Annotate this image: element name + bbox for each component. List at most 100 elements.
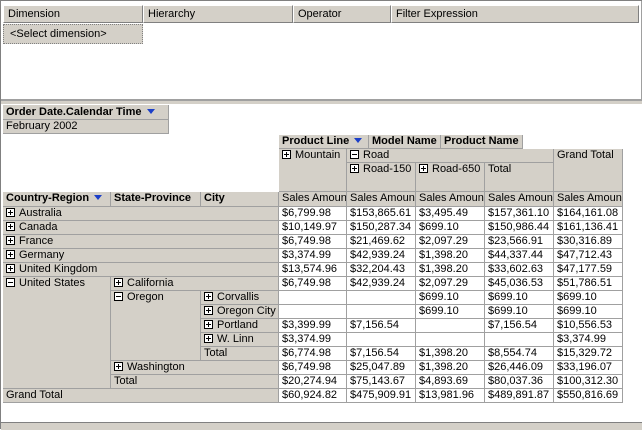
- measure-header: Sales Amount: [416, 192, 485, 207]
- row-field-text: State-Province: [114, 192, 192, 204]
- data-cell: $6,749.98: [279, 235, 347, 249]
- data-cell: $150,287.34: [347, 221, 416, 235]
- row-member-text: Total: [114, 375, 138, 387]
- data-cell: $4,893.69: [416, 375, 485, 389]
- dropdown-arrow[interactable]: [94, 195, 103, 200]
- row-member-text: Corvallis: [217, 291, 260, 303]
- expand-icon[interactable]: [114, 362, 123, 371]
- measure-header-text: Sales Amount: [419, 192, 485, 204]
- data-cell: $699.10: [416, 291, 485, 305]
- row-member[interactable]: Canada: [3, 221, 279, 235]
- measure-header: Sales Amount: [347, 192, 416, 207]
- data-cell-text: $6,749.98: [282, 361, 331, 373]
- row-member[interactable]: Oregon: [111, 291, 201, 361]
- data-cell-text: $2,097.29: [419, 277, 468, 289]
- data-cell: $550,816.69: [554, 389, 623, 403]
- data-cell-text: $161,136.41: [557, 221, 619, 233]
- column-field[interactable]: Product Line: [279, 135, 369, 149]
- select-dimension-text: <Select dimension>: [10, 28, 107, 40]
- filter-column-header[interactable]: Filter Expression: [391, 5, 639, 23]
- filter-column-header[interactable]: Dimension: [3, 5, 143, 23]
- data-cell: $42,939.24: [347, 277, 416, 291]
- column-field[interactable]: Product Name: [441, 135, 523, 149]
- column-grand-total: Grand Total: [554, 149, 623, 192]
- row-member: Total: [111, 375, 279, 389]
- row-member[interactable]: United Kingdom: [3, 263, 279, 277]
- data-cell-text: $32,204.43: [350, 263, 406, 275]
- data-cell: $21,469.62: [347, 235, 416, 249]
- data-cell: $20,274.94: [279, 375, 347, 389]
- collapse-icon[interactable]: [114, 292, 123, 301]
- data-cell-text: $1,398.20: [419, 249, 468, 261]
- expand-icon[interactable]: [204, 320, 213, 329]
- data-cell-text: $80,037.36: [488, 375, 544, 387]
- data-cell: $13,574.96: [279, 263, 347, 277]
- data-cell: [347, 333, 416, 347]
- data-cell: $164,161.08: [554, 207, 623, 221]
- measure-header-text: Sales Amount: [282, 192, 347, 204]
- column-member-text: Road-650: [432, 163, 481, 175]
- data-cell: [347, 291, 416, 305]
- data-cell-text: $6,799.98: [282, 207, 331, 219]
- collapse-icon[interactable]: [350, 150, 359, 159]
- row-field[interactable]: City: [201, 192, 279, 207]
- expand-icon[interactable]: [419, 164, 428, 173]
- measure-header: Sales Amount: [485, 192, 554, 207]
- data-cell-text: $10,556.53: [557, 319, 613, 331]
- data-cell: $489,891.87: [485, 389, 554, 403]
- data-cell: $150,986.44: [485, 221, 554, 235]
- column-member[interactable]: Mountain: [279, 149, 347, 192]
- column-member[interactable]: Road-150: [347, 163, 416, 192]
- filter-column-header[interactable]: Hierarchy: [143, 5, 293, 23]
- dropdown-arrow[interactable]: [146, 109, 155, 114]
- data-cell: $25,047.89: [347, 361, 416, 375]
- column-member[interactable]: Road: [347, 149, 554, 163]
- row-field[interactable]: State-Province: [111, 192, 201, 207]
- row-field[interactable]: Country-Region: [3, 192, 111, 207]
- row-member[interactable]: W. Linn: [201, 333, 279, 347]
- dropdown-arrow[interactable]: [354, 138, 363, 143]
- row-member[interactable]: California: [111, 277, 279, 291]
- data-cell-text: $1,398.20: [419, 263, 468, 275]
- collapse-icon[interactable]: [6, 278, 15, 287]
- data-cell: $2,097.29: [416, 235, 485, 249]
- data-cell: $100,312.30: [554, 375, 623, 389]
- expand-icon[interactable]: [6, 250, 15, 259]
- expand-icon[interactable]: [6, 208, 15, 217]
- column-member-text: Mountain: [295, 149, 341, 161]
- status-bar: [1, 422, 642, 430]
- data-cell-text: $33,602.63: [488, 263, 544, 275]
- data-cell: $3,374.99: [279, 249, 347, 263]
- row-member[interactable]: Australia: [3, 207, 279, 221]
- data-cell: $1,398.20: [416, 263, 485, 277]
- data-cell-text: $157,361.10: [488, 207, 550, 219]
- row-member[interactable]: Oregon City: [201, 305, 279, 319]
- row-member[interactable]: Portland: [201, 319, 279, 333]
- expand-icon[interactable]: [6, 236, 15, 245]
- expand-icon[interactable]: [6, 222, 15, 231]
- column-member[interactable]: Road-650: [416, 163, 485, 192]
- row-member-text: Total: [204, 347, 228, 359]
- row-member[interactable]: United States: [3, 277, 111, 389]
- data-cell: $3,399.99: [279, 319, 347, 333]
- expand-icon[interactable]: [204, 334, 213, 343]
- filter-field[interactable]: Order Date.Calendar Time: [3, 105, 169, 120]
- expand-icon[interactable]: [6, 264, 15, 273]
- expand-icon[interactable]: [282, 150, 291, 159]
- expand-icon[interactable]: [114, 278, 123, 287]
- row-member[interactable]: Corvallis: [201, 291, 279, 305]
- select-dimension[interactable]: <Select dimension>: [3, 24, 143, 44]
- data-cell-text: $699.10: [488, 305, 528, 317]
- row-member[interactable]: France: [3, 235, 279, 249]
- data-cell-text: $42,939.24: [350, 277, 406, 289]
- column-field[interactable]: Model Name: [369, 135, 441, 149]
- expand-icon[interactable]: [350, 164, 359, 173]
- row-member[interactable]: Washington: [111, 361, 279, 375]
- row-member[interactable]: Germany: [3, 249, 279, 263]
- expand-icon[interactable]: [204, 306, 213, 315]
- splitter[interactable]: [1, 101, 642, 104]
- data-cell-text: $7,156.54: [488, 319, 537, 331]
- expand-icon[interactable]: [204, 292, 213, 301]
- filter-column-header[interactable]: Operator: [293, 5, 391, 23]
- data-cell: $60,924.82: [279, 389, 347, 403]
